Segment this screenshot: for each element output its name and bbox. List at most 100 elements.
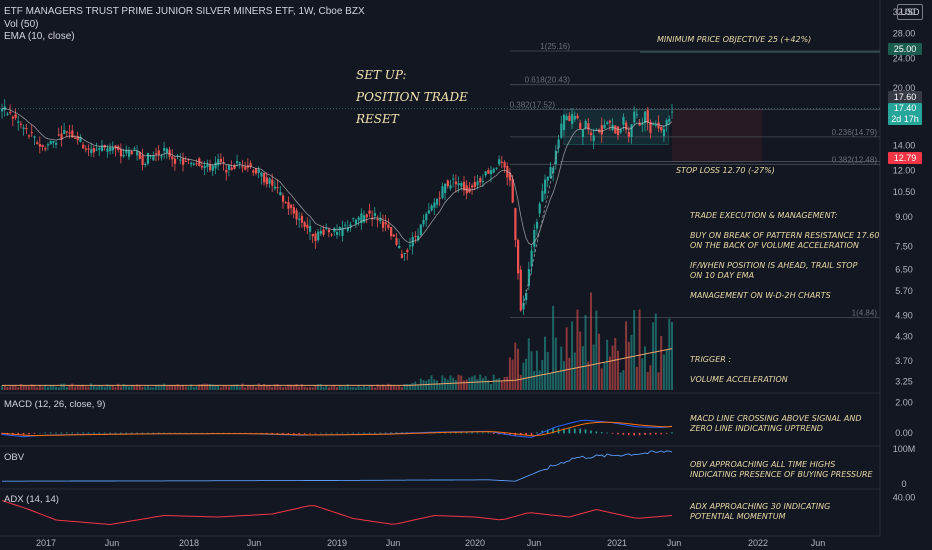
currency-button[interactable]: USD — [897, 4, 923, 20]
volume-bar — [371, 385, 374, 390]
candle-body — [538, 203, 541, 214]
candle-body — [314, 233, 317, 241]
candle-body — [433, 202, 436, 208]
volume-bar — [503, 376, 506, 390]
candle-body — [568, 115, 571, 122]
candle-body — [279, 192, 282, 196]
candle-body — [606, 122, 609, 125]
macd-pane-title[interactable]: MACD (12, 26, close, 9) — [4, 399, 106, 410]
volume-bar — [11, 385, 14, 390]
volume-bar — [525, 358, 528, 390]
volume-bar — [446, 379, 449, 390]
volume-bar — [130, 385, 133, 390]
volume-bar — [562, 361, 565, 390]
price-tick-13: 4.30 — [895, 331, 913, 341]
volume-bar — [408, 384, 411, 390]
volume-bar — [146, 385, 149, 390]
volume-bar — [279, 386, 282, 390]
volume-bar — [214, 384, 217, 390]
macd-tick-1: 0.00 — [895, 428, 913, 438]
candle-body — [146, 152, 150, 164]
volume-bar — [538, 370, 541, 390]
candle-body — [552, 168, 555, 174]
macd-histogram-bar — [465, 432, 468, 434]
candle-body — [360, 213, 363, 223]
candle-body — [122, 154, 125, 157]
volume-indicator-label[interactable]: Vol (50) — [4, 19, 39, 30]
volume-bar — [241, 383, 244, 390]
candle-body — [22, 127, 25, 129]
volume-bar — [3, 385, 6, 390]
candle-body — [92, 148, 96, 153]
candle-body — [138, 151, 141, 159]
volume-bar — [276, 383, 279, 390]
volume-bar — [322, 386, 325, 390]
candle-body — [1, 108, 4, 112]
macd-histogram-bar — [638, 432, 641, 436]
candle-body — [398, 245, 401, 249]
candle-body — [616, 126, 620, 136]
volume-bar — [614, 337, 617, 390]
candle-body — [60, 133, 63, 140]
volume-bar — [203, 383, 206, 390]
time-tick-3: Jun — [247, 538, 262, 548]
volume-bar — [544, 336, 547, 390]
volume-bar — [95, 386, 98, 390]
price-tick-2: 24.00 — [893, 54, 916, 64]
macd-histogram-bar — [487, 432, 490, 434]
bar-countdown: 2d 17h — [891, 114, 919, 124]
candle-body — [82, 144, 85, 149]
volume-bar — [608, 356, 611, 390]
candle-body — [452, 178, 455, 180]
macd-histogram-bar — [136, 432, 138, 434]
volume-bar — [603, 362, 606, 390]
volume-bar — [111, 386, 114, 390]
volume-bar — [30, 384, 33, 390]
macd-histogram-bar — [509, 432, 511, 436]
candle-body — [195, 163, 198, 165]
fib-label-2: 0.382(17.52) — [510, 100, 556, 109]
macd-histogram-bar — [168, 432, 171, 434]
volume-bar — [627, 341, 630, 390]
fib-label-5: 1(4.84) — [852, 308, 878, 317]
volume-bar — [263, 383, 266, 390]
volume-bar — [117, 383, 120, 390]
macd-histogram-bar — [265, 432, 268, 434]
volume-bar — [184, 386, 187, 390]
volume-bar — [363, 385, 366, 390]
candle-body — [271, 179, 274, 186]
candle-body — [171, 156, 174, 160]
macd-histogram-bar — [671, 432, 673, 434]
macd-histogram-bar — [627, 432, 630, 436]
macd-histogram-bar — [595, 431, 598, 434]
ema-line — [1, 107, 673, 246]
volume-bar — [395, 386, 398, 390]
volume-bar — [52, 385, 55, 390]
candle-body — [14, 114, 17, 119]
volume-bar — [462, 380, 465, 390]
volume-bar — [165, 386, 168, 390]
volume-bar — [573, 352, 576, 390]
volume-bar — [373, 387, 376, 390]
candle-body — [230, 167, 233, 170]
adx-line — [1, 500, 673, 526]
volume-bar — [6, 386, 9, 390]
volume-bar — [554, 337, 557, 390]
candle-body — [487, 170, 490, 174]
volume-bar — [384, 386, 387, 390]
obv-pane-title[interactable]: OBV — [4, 452, 25, 463]
candle-body — [522, 302, 525, 310]
volume-bar — [257, 383, 260, 390]
macd-histogram-bar — [654, 432, 657, 435]
fib-label-3: 0.236(14.79) — [832, 128, 878, 137]
volume-bar — [387, 383, 390, 390]
candle-body — [419, 224, 422, 236]
adx-pane-title[interactable]: ADX (14, 14) — [4, 494, 59, 505]
volume-bar — [76, 385, 79, 390]
volume-bar — [87, 386, 90, 390]
volume-bar — [300, 384, 303, 390]
price-tick-1: 28.00 — [893, 29, 916, 39]
ema-indicator-label[interactable]: EMA (10, close) — [4, 31, 75, 42]
volume-bar — [287, 384, 290, 390]
